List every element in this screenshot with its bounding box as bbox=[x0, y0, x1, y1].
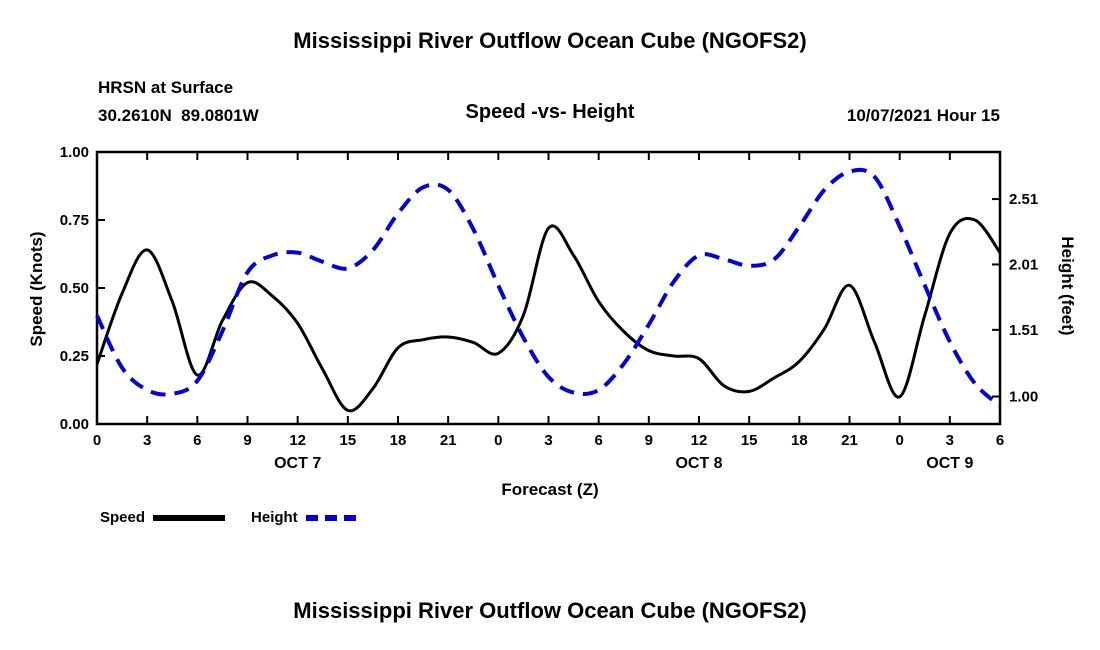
left-axis-label: Speed (Knots) bbox=[27, 231, 46, 347]
x-tick-label: 21 bbox=[440, 432, 457, 449]
x-tick-label: 9 bbox=[243, 432, 251, 449]
x-tick-label: 3 bbox=[544, 432, 552, 449]
left-tick-label: 1.00 bbox=[60, 144, 89, 161]
datetime-label: 10/07/2021 Hour 15 bbox=[846, 106, 1000, 125]
x-tick-label: 18 bbox=[390, 432, 407, 449]
speed-line-swatch-icon bbox=[153, 514, 226, 521]
x-tick-label: 21 bbox=[841, 432, 858, 449]
right-tick-label: 2.51 bbox=[1009, 191, 1038, 208]
x-tick-label: 3 bbox=[946, 432, 954, 449]
station-label: HRSN at Surface bbox=[98, 78, 234, 97]
x-tick-label: 3 bbox=[143, 432, 151, 449]
x-tick-label: 0 bbox=[895, 432, 903, 449]
date-label: OCT 9 bbox=[926, 455, 973, 472]
plot-frame bbox=[95, 150, 1002, 426]
x-tick-label: 6 bbox=[193, 432, 201, 449]
legend: Speed Height bbox=[100, 509, 356, 526]
x-tick-label: 0 bbox=[494, 432, 502, 449]
x-axis-label: Forecast (Z) bbox=[501, 480, 599, 499]
left-tick-label: 0.75 bbox=[60, 212, 89, 229]
date-label: OCT 8 bbox=[675, 455, 722, 472]
x-tick-label: 0 bbox=[93, 432, 101, 449]
date-label: OCT 7 bbox=[274, 455, 321, 472]
x-tick-label: 18 bbox=[791, 432, 808, 449]
right-tick-label: 1.00 bbox=[1009, 389, 1038, 406]
left-tick-label: 0.50 bbox=[60, 280, 89, 297]
left-tick-label: 0.00 bbox=[60, 416, 89, 433]
right-axis-label: Height (feet) bbox=[1058, 236, 1077, 336]
x-tick-label: 12 bbox=[289, 432, 306, 449]
right-tick-label: 2.01 bbox=[1009, 256, 1038, 273]
height-line-swatch-icon bbox=[305, 514, 356, 521]
x-tick-label: 12 bbox=[691, 432, 708, 449]
left-tick-label: 0.25 bbox=[60, 348, 89, 365]
legend-height-label: Height bbox=[251, 509, 298, 526]
right-tick-label: 1.51 bbox=[1009, 322, 1038, 339]
x-tick-label: 6 bbox=[996, 432, 1004, 449]
x-tick-label: 9 bbox=[645, 432, 653, 449]
series-speed-line bbox=[95, 217, 1002, 413]
series-height-line bbox=[95, 167, 1002, 408]
page-title: Mississippi River Outflow Ocean Cube (NG… bbox=[293, 28, 807, 53]
x-tick-label: 6 bbox=[594, 432, 602, 449]
footer-title: Mississippi River Outflow Ocean Cube (NG… bbox=[293, 598, 807, 623]
coordinates-label: 30.2610N 89.0801W bbox=[98, 106, 259, 125]
x-tick-label: 15 bbox=[741, 432, 758, 449]
x-tick-label: 15 bbox=[339, 432, 356, 449]
legend-speed-label: Speed bbox=[100, 509, 146, 526]
chart-title: Speed -vs- Height bbox=[465, 101, 635, 123]
